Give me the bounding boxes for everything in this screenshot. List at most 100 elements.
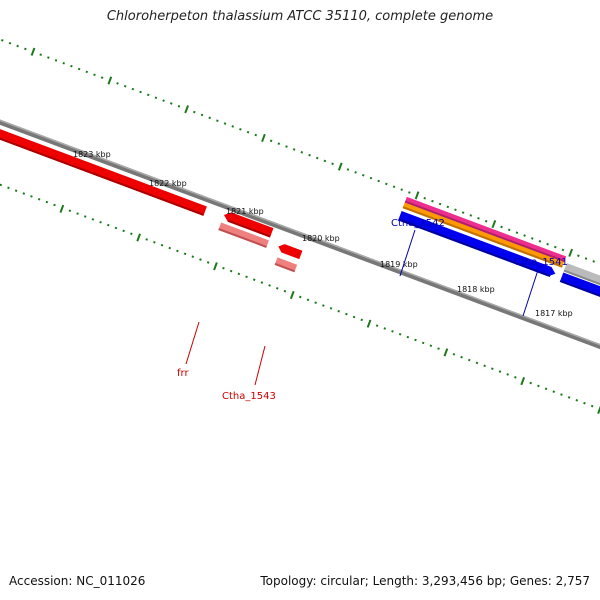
inner-minor-tick xyxy=(37,197,41,201)
outer-minor-tick xyxy=(223,122,227,125)
outer-minor-tick xyxy=(246,130,250,134)
outer-major-tick xyxy=(568,248,574,257)
outer-minor-tick xyxy=(561,248,565,252)
outer-major-tick xyxy=(30,47,36,56)
inner-major-tick xyxy=(597,405,600,414)
inner-minor-tick xyxy=(268,284,271,287)
inner-minor-tick xyxy=(7,186,10,190)
inner-minor-tick xyxy=(275,287,279,290)
outer-minor-tick xyxy=(269,139,273,143)
inner-minor-tick xyxy=(575,399,579,402)
outer-minor-tick xyxy=(131,87,135,91)
gene-blue-1-shade xyxy=(398,218,551,278)
inner-minor-tick xyxy=(506,373,509,376)
outer-minor-tick xyxy=(123,84,127,88)
inner-major-tick xyxy=(59,204,65,213)
gene-ctha-1541[interactable] xyxy=(563,263,600,304)
outer-major-tick xyxy=(337,162,343,171)
outer-minor-tick xyxy=(177,105,181,108)
inner-minor-tick xyxy=(299,295,302,299)
outer-minor-tick xyxy=(54,59,58,62)
inner-minor-tick xyxy=(237,272,241,276)
inner-minor-tick xyxy=(0,183,3,187)
inner-minor-tick xyxy=(529,381,533,385)
inner-major-tick xyxy=(136,233,141,242)
outer-major-tick xyxy=(261,133,266,143)
inner-minor-tick xyxy=(406,335,410,339)
gene-red-long[interactable] xyxy=(0,118,207,216)
leader-frr xyxy=(185,321,200,365)
gene-label-frr[interactable]: frr xyxy=(177,368,189,379)
outer-major-tick xyxy=(184,105,189,114)
inner-minor-tick xyxy=(437,347,440,350)
outer-minor-tick xyxy=(484,219,488,223)
outer-minor-tick xyxy=(93,73,96,77)
inner-major-tick xyxy=(213,262,218,271)
outer-minor-tick xyxy=(300,151,304,154)
outer-minor-tick xyxy=(308,153,311,157)
kbp-label-1822: 1822 kbp xyxy=(149,179,187,188)
outer-minor-tick xyxy=(100,76,104,79)
inner-major-tick xyxy=(520,377,526,386)
outer-minor-tick xyxy=(530,237,534,240)
gene-label-ctha-1542[interactable]: Ctha_1542 xyxy=(391,218,445,229)
outer-minor-tick xyxy=(577,254,580,257)
outer-minor-tick xyxy=(408,191,411,194)
inner-minor-tick xyxy=(345,312,348,316)
inner-minor-tick xyxy=(421,341,425,345)
gene-ctha-1543-cds[interactable] xyxy=(277,242,303,260)
inner-minor-tick xyxy=(199,258,202,261)
kbp-label-1823: 1823 kbp xyxy=(73,150,111,159)
genome-backbone-highlight xyxy=(0,106,600,375)
leader-ctha-1543 xyxy=(254,345,266,386)
inner-minor-tick xyxy=(206,261,210,264)
kbp-label-1819: 1819 kbp xyxy=(380,260,418,269)
outer-minor-tick xyxy=(469,214,473,217)
inner-minor-tick xyxy=(498,370,502,373)
outer-minor-tick xyxy=(438,202,442,206)
accession-text: Accession: NC_011026 xyxy=(9,574,146,588)
leader-ctha-1541 xyxy=(522,269,539,317)
gene-blue-2[interactable] xyxy=(559,272,600,309)
outer-minor-tick xyxy=(8,41,12,45)
gene-blue-1[interactable] xyxy=(398,210,557,279)
outer-minor-tick xyxy=(169,102,173,105)
inner-minor-tick xyxy=(467,358,471,362)
outer-minor-tick xyxy=(116,82,119,85)
gene-frr-cds-shade xyxy=(227,219,271,238)
inner-minor-tick xyxy=(460,355,463,359)
leader-ctha-1542 xyxy=(399,229,416,277)
outer-minor-tick xyxy=(254,133,258,137)
inner-minor-tick xyxy=(514,376,517,379)
gene-ctha-1543[interactable] xyxy=(274,257,298,273)
outer-major-tick xyxy=(491,219,497,229)
inner-minor-tick xyxy=(145,238,148,241)
outer-minor-tick xyxy=(554,245,557,249)
outer-minor-tick xyxy=(77,67,81,71)
outer-minor-tick xyxy=(277,142,281,145)
outer-minor-tick xyxy=(47,56,50,59)
outer-minor-tick xyxy=(85,70,89,74)
gene-label-ctha-1541[interactable]: Ctha_1541 xyxy=(514,257,568,268)
inner-minor-tick xyxy=(83,215,87,218)
inner-minor-tick xyxy=(245,275,248,279)
outer-minor-tick xyxy=(146,93,150,97)
outer-minor-tick xyxy=(538,240,542,243)
inner-major-tick xyxy=(443,348,449,357)
inner-minor-tick xyxy=(322,304,325,307)
inner-minor-tick xyxy=(398,332,402,336)
inner-minor-tick xyxy=(130,232,133,236)
inner-minor-tick xyxy=(537,384,540,388)
inner-minor-tick xyxy=(91,218,95,221)
outer-minor-tick xyxy=(400,188,403,191)
gene-frr[interactable] xyxy=(218,222,269,248)
outer-minor-tick xyxy=(154,96,158,100)
inner-minor-tick xyxy=(337,309,340,313)
outer-minor-tick xyxy=(315,156,319,160)
outer-minor-tick xyxy=(377,179,380,183)
gene-label-ctha-1543[interactable]: Ctha_1543 xyxy=(222,391,276,402)
outer-minor-tick xyxy=(208,116,211,120)
gene-frr-cds[interactable] xyxy=(222,210,274,238)
inner-minor-tick xyxy=(153,241,156,244)
inner-minor-tick xyxy=(475,361,479,365)
